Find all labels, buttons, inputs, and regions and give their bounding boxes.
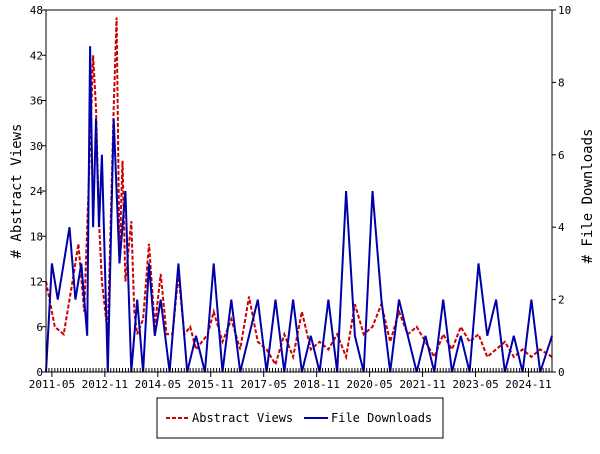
legend: Abstract Views File Downloads: [156, 397, 444, 439]
y-axis-left: 0 6 12 18 24 30 36 42 48: [30, 4, 46, 379]
y-right-axis-title: # File Downloads: [580, 129, 596, 264]
y-left-tick-label: 6: [36, 321, 43, 334]
x-tick-label: 2017-05: [241, 378, 287, 391]
y-left-tick-label: 36: [30, 95, 43, 108]
legend-label-abstract-views: Abstract Views: [192, 411, 293, 425]
series-line-abstract-views: [45, 17, 553, 368]
x-tick-label: 2012-11: [82, 378, 128, 391]
y-left-tick-label: 42: [30, 49, 43, 62]
y-right-tick-label: 4: [558, 221, 565, 234]
x-tick-label: 2011-05: [29, 378, 75, 391]
series-line-file-downloads: [45, 46, 553, 373]
y-left-tick-label: 12: [30, 276, 43, 289]
y-right-tick-label: 8: [558, 76, 565, 89]
y-left-tick-label: 48: [30, 4, 43, 17]
x-tick-label: 2015-11: [188, 378, 234, 391]
y-right-tick-label: 2: [558, 294, 565, 307]
x-tick-label: 2014-05: [135, 378, 181, 391]
y-right-tick-label: 6: [558, 149, 565, 162]
y-left-tick-label: 30: [30, 140, 43, 153]
x-tick-label: 2020-05: [346, 378, 392, 391]
x-tick-label: 2018-11: [293, 378, 339, 391]
y-left-tick-label: 18: [30, 230, 43, 243]
y-left-axis-title: # Abstract Views: [9, 124, 25, 259]
x-tick-label: 2024-11: [505, 378, 551, 391]
y-axis-right: 0 2 4 6 8 10: [552, 4, 571, 379]
legend-label-file-downloads: File Downloads: [331, 411, 432, 425]
x-tick-label: 2021-11: [399, 378, 445, 391]
legend-box: [156, 397, 444, 439]
y-left-tick-label: 24: [30, 185, 44, 198]
x-axis: 2011-05 2012-11 2014-05 2015-11 2017-05 2018-…: [29, 368, 553, 391]
plot-frame: [45, 9, 553, 373]
x-tick-label: 2023-05: [452, 378, 498, 391]
series-layer: [45, 17, 553, 373]
y-left-tick-label: 0: [36, 366, 43, 379]
y-right-tick-label: 10: [558, 4, 571, 17]
y-right-tick-label: 0: [558, 366, 565, 379]
